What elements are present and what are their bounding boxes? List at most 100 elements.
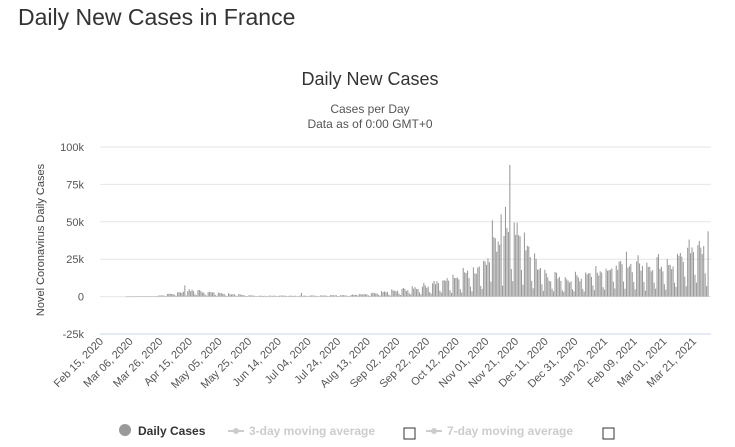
bar: [481, 288, 483, 297]
bar: [150, 296, 152, 297]
bar: [497, 241, 499, 297]
bar: [467, 270, 469, 297]
bar: [519, 236, 521, 297]
bar: [128, 296, 130, 298]
bar: [302, 295, 304, 297]
bar: [211, 292, 214, 297]
bar: [660, 266, 662, 297]
bar: [190, 291, 192, 297]
bar: [655, 288, 657, 297]
bar: [254, 295, 256, 297]
bar: [246, 296, 249, 297]
bar: [191, 289, 193, 297]
bar: [152, 296, 154, 297]
bar: [675, 286, 677, 297]
bar: [572, 289, 574, 297]
bar: [359, 293, 361, 297]
bar: [225, 295, 227, 297]
checkbox-7-day-average[interactable]: [602, 427, 615, 440]
bar: [459, 289, 461, 297]
bar: [360, 294, 362, 297]
bar: [341, 295, 343, 297]
bar: [475, 273, 477, 297]
bar: [233, 294, 235, 297]
bar: [146, 296, 148, 297]
bar: [644, 290, 646, 297]
bar: [621, 264, 623, 297]
bar: [185, 295, 187, 297]
bar: [228, 293, 230, 297]
bar: [704, 273, 706, 297]
bar: [588, 273, 590, 297]
bar: [195, 295, 198, 297]
bar: [159, 295, 161, 297]
bar: [504, 206, 506, 297]
bar: [305, 295, 307, 297]
bar: [133, 296, 135, 298]
bar: [260, 295, 262, 297]
bar: [573, 291, 575, 297]
bar: [337, 296, 339, 297]
bar: [137, 296, 139, 297]
bar: [318, 296, 320, 297]
bar: [166, 294, 168, 297]
bar: [306, 296, 308, 297]
bar: [373, 292, 375, 297]
bar: [407, 290, 409, 297]
bar: [474, 273, 476, 297]
bar: [602, 287, 604, 297]
bar: [238, 294, 240, 297]
bar: [287, 296, 289, 297]
bar: [394, 290, 396, 297]
bar: [143, 296, 145, 298]
bar: [669, 264, 671, 297]
bar: [251, 295, 253, 297]
legend-item-3-day-average[interactable]: 3-day moving average: [228, 424, 416, 440]
bar: [197, 290, 199, 297]
bar: [267, 296, 269, 297]
checkbox-3-day-average[interactable]: [403, 427, 416, 440]
bar: [331, 295, 333, 297]
bar: [316, 296, 318, 297]
bar: [312, 295, 314, 297]
page-title: Daily New Cases in France: [18, 4, 296, 30]
y-tick-label: -25k: [63, 329, 85, 341]
y-axis-label: Novel Coronavirus Daily Cases: [35, 163, 47, 316]
bar: [606, 270, 609, 297]
bar: [171, 294, 173, 297]
bar: [623, 281, 625, 297]
legend-marker-7-day-icon: [431, 428, 437, 434]
bar: [149, 296, 151, 297]
bar: [522, 284, 524, 297]
bar: [448, 280, 450, 297]
bar: [397, 290, 399, 297]
bar: [385, 292, 387, 297]
bar: [465, 273, 467, 297]
bar: [344, 295, 346, 297]
bar: [695, 282, 697, 297]
legend-item-daily-cases[interactable]: Daily Cases: [119, 424, 206, 438]
bar: [617, 269, 619, 297]
bar: [209, 291, 211, 297]
bar: [187, 291, 189, 297]
bar: [420, 294, 422, 297]
bar: [478, 266, 480, 297]
bar: [659, 268, 661, 297]
chart-subtitle-line-1: Cases per Day: [330, 102, 409, 116]
bar: [456, 277, 458, 297]
bar: [131, 296, 133, 298]
legend-item-7-day-average[interactable]: 7-day moving average: [426, 424, 615, 440]
bar: [293, 295, 295, 297]
bar: [181, 292, 183, 297]
bar: [674, 282, 676, 297]
grid-lines: [100, 146, 711, 335]
bar: [203, 292, 205, 297]
bar: [179, 292, 181, 297]
bar: [453, 278, 455, 297]
bar: [609, 269, 611, 297]
bar: [627, 267, 629, 297]
bar: [532, 288, 534, 297]
bar: [637, 255, 639, 297]
bar: [241, 294, 243, 297]
